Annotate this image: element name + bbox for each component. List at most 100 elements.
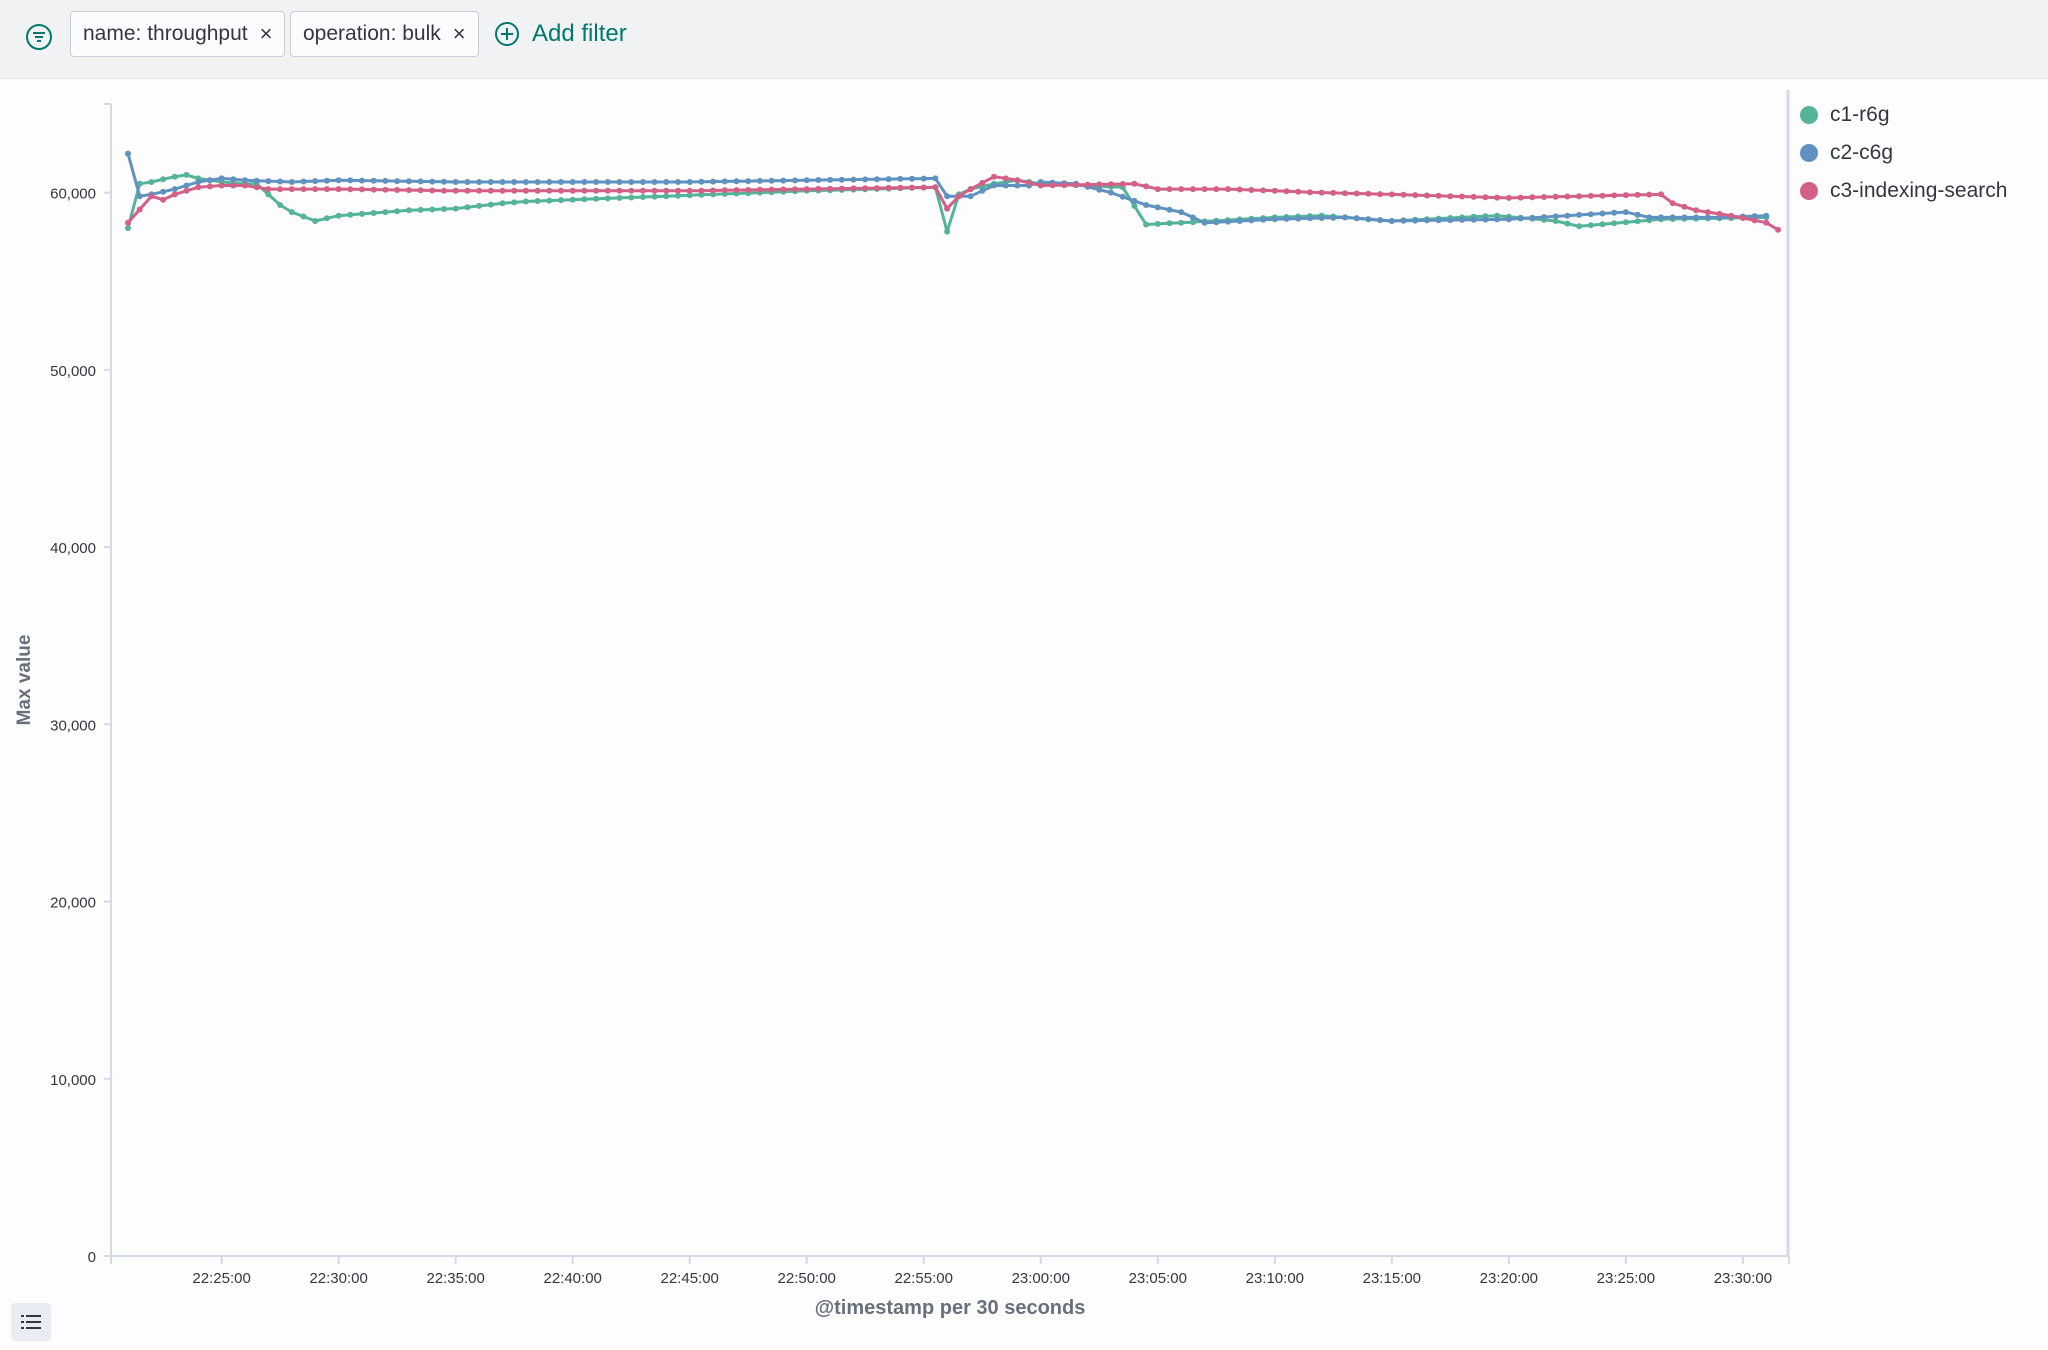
data-point[interactable]: [499, 179, 506, 185]
data-point[interactable]: [1599, 210, 1606, 217]
data-point[interactable]: [1166, 206, 1173, 213]
data-point[interactable]: [1482, 216, 1489, 223]
data-point[interactable]: [417, 187, 424, 194]
data-point[interactable]: [476, 179, 483, 185]
data-point[interactable]: [1166, 220, 1173, 227]
data-point[interactable]: [288, 186, 295, 193]
data-point[interactable]: [546, 187, 553, 194]
data-point[interactable]: [300, 213, 307, 220]
data-point[interactable]: [1517, 215, 1524, 222]
data-point[interactable]: [1599, 192, 1606, 199]
data-point[interactable]: [487, 179, 494, 185]
data-point[interactable]: [452, 179, 459, 185]
data-point[interactable]: [1634, 211, 1641, 218]
data-point[interactable]: [1225, 186, 1231, 193]
data-point[interactable]: [476, 202, 483, 209]
data-point[interactable]: [312, 186, 319, 193]
data-point[interactable]: [991, 173, 997, 180]
data-point[interactable]: [265, 178, 272, 185]
data-point[interactable]: [569, 187, 576, 194]
data-point[interactable]: [417, 178, 424, 185]
data-point[interactable]: [873, 185, 880, 192]
data-point[interactable]: [148, 179, 155, 185]
data-point[interactable]: [1377, 191, 1384, 198]
legend-item-c3-indexing-search[interactable]: c3-indexing-search: [1800, 172, 2007, 210]
data-point[interactable]: [1658, 191, 1664, 198]
data-point[interactable]: [1119, 193, 1126, 200]
data-point[interactable]: [1283, 215, 1290, 222]
close-icon[interactable]: ×: [259, 21, 273, 46]
data-point[interactable]: [979, 187, 986, 194]
data-point[interactable]: [534, 187, 541, 194]
data-point[interactable]: [1026, 179, 1033, 186]
data-point[interactable]: [394, 187, 401, 193]
data-point[interactable]: [803, 186, 810, 193]
data-point[interactable]: [698, 187, 705, 194]
data-point[interactable]: [1365, 190, 1372, 197]
data-point[interactable]: [686, 192, 693, 199]
data-point[interactable]: [1154, 186, 1161, 193]
data-point[interactable]: [1189, 219, 1196, 226]
data-point[interactable]: [370, 177, 377, 184]
data-point[interactable]: [464, 187, 471, 194]
data-point[interactable]: [1154, 220, 1161, 227]
data-point[interactable]: [1061, 182, 1068, 189]
data-point[interactable]: [745, 178, 752, 185]
data-point[interactable]: [838, 176, 845, 183]
legend-item-c1-r6g[interactable]: c1-r6g: [1800, 96, 2007, 134]
data-point[interactable]: [1470, 193, 1477, 200]
data-point[interactable]: [628, 194, 635, 201]
data-point[interactable]: [499, 187, 506, 194]
data-point[interactable]: [1365, 216, 1372, 223]
data-point[interactable]: [1646, 214, 1653, 221]
data-point[interactable]: [1564, 220, 1571, 227]
data-point[interactable]: [1576, 193, 1583, 200]
data-point[interactable]: [265, 186, 272, 193]
data-point[interactable]: [1154, 204, 1161, 211]
data-point[interactable]: [1552, 213, 1559, 220]
data-point[interactable]: [1646, 191, 1653, 198]
data-point[interactable]: [1459, 216, 1465, 223]
data-point[interactable]: [382, 177, 389, 184]
data-point[interactable]: [195, 179, 202, 185]
data-point[interactable]: [932, 184, 939, 191]
data-point[interactable]: [721, 187, 728, 194]
data-point[interactable]: [1131, 197, 1138, 204]
data-point[interactable]: [944, 205, 951, 212]
data-point[interactable]: [546, 197, 553, 204]
data-point[interactable]: [1295, 188, 1302, 195]
data-point[interactable]: [1529, 194, 1536, 201]
data-point[interactable]: [1166, 186, 1173, 193]
data-point[interactable]: [1681, 203, 1688, 210]
data-point[interactable]: [1342, 190, 1348, 197]
data-point[interactable]: [733, 187, 740, 194]
data-point[interactable]: [277, 202, 284, 208]
data-point[interactable]: [581, 179, 588, 185]
data-point[interactable]: [1587, 222, 1594, 229]
data-point[interactable]: [920, 175, 927, 182]
data-point[interactable]: [558, 179, 564, 185]
data-point[interactable]: [1728, 212, 1735, 219]
data-point[interactable]: [1622, 209, 1629, 216]
data-point[interactable]: [429, 206, 436, 213]
data-point[interactable]: [1751, 213, 1758, 220]
data-point[interactable]: [1400, 217, 1407, 224]
data-point[interactable]: [359, 210, 365, 217]
data-point[interactable]: [639, 194, 646, 200]
data-point[interactable]: [1271, 187, 1278, 194]
data-point[interactable]: [698, 178, 705, 185]
data-point[interactable]: [125, 150, 131, 157]
data-point[interactable]: [1587, 211, 1594, 218]
data-point[interactable]: [1189, 214, 1196, 221]
data-point[interactable]: [920, 184, 927, 191]
data-point[interactable]: [452, 205, 459, 212]
data-point[interactable]: [1564, 193, 1571, 200]
data-point[interactable]: [171, 173, 178, 180]
data-point[interactable]: [639, 179, 646, 185]
data-point[interactable]: [1412, 192, 1419, 199]
add-filter-button[interactable]: Add filter: [494, 16, 627, 52]
data-point[interactable]: [815, 177, 822, 183]
data-point[interactable]: [347, 177, 354, 184]
data-point[interactable]: [616, 187, 623, 194]
data-point[interactable]: [417, 206, 424, 213]
